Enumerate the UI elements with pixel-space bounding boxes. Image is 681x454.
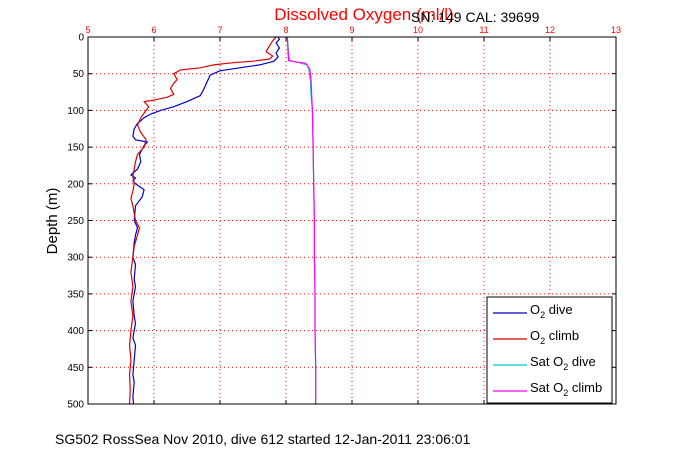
grid bbox=[88, 37, 616, 404]
x-tick-label: 9 bbox=[349, 25, 354, 35]
legend-entry: Sat O2 climb bbox=[530, 380, 602, 398]
legend-entry: Sat O2 dive bbox=[530, 354, 596, 372]
x-tick-label: 13 bbox=[611, 25, 621, 35]
x-tick-label: 8 bbox=[283, 25, 288, 35]
y-axis-ticks: 0 50 100 150 200 250 300 350 400 450 500 bbox=[67, 33, 616, 411]
x-tick-label: 10 bbox=[413, 25, 423, 35]
series-line-sat-o2-climb bbox=[286, 36, 317, 404]
footer-caption: SG502 RossSea Nov 2010, dive 612 started… bbox=[55, 431, 471, 447]
y-tick-label: 500 bbox=[67, 400, 84, 411]
y-tick-label: 150 bbox=[67, 143, 84, 154]
y-tick-label: 0 bbox=[78, 33, 84, 44]
y-tick-label: 50 bbox=[73, 69, 85, 80]
x-axis-ticks: 5 6 7 8 9 10 11 12 13 bbox=[85, 25, 621, 404]
y-tick-label: 100 bbox=[67, 106, 84, 117]
y-axis-label: Depth (m) bbox=[44, 188, 61, 255]
x-tick-label: 11 bbox=[479, 25, 488, 35]
x-tick-label: 12 bbox=[545, 25, 555, 35]
series-line-o2-dive bbox=[130, 36, 280, 405]
y-tick-label: 250 bbox=[67, 216, 84, 227]
x-tick-label: 6 bbox=[151, 25, 156, 35]
y-tick-label: 400 bbox=[67, 326, 84, 337]
legend-entry: O2 climb bbox=[530, 328, 579, 346]
legend-box bbox=[486, 296, 613, 404]
legend-entry: O2 dive bbox=[530, 302, 573, 320]
chart-title: Dissolved Oxygen (ml/l) bbox=[274, 5, 454, 24]
y-tick-label: 350 bbox=[67, 289, 84, 300]
x-tick-label: 7 bbox=[217, 25, 222, 35]
series-layer bbox=[129, 36, 317, 405]
chart-subtitle: SN: 149 CAL: 39699 bbox=[411, 9, 540, 25]
series-line-o2-climb bbox=[129, 36, 277, 405]
y-tick-label: 300 bbox=[67, 253, 84, 264]
legend: O2 dive O2 climb Sat O2 dive Sat O2 climb bbox=[486, 296, 613, 404]
x-tick-label: 5 bbox=[85, 25, 90, 35]
y-tick-label: 200 bbox=[67, 179, 84, 190]
y-tick-label: 450 bbox=[67, 363, 84, 374]
